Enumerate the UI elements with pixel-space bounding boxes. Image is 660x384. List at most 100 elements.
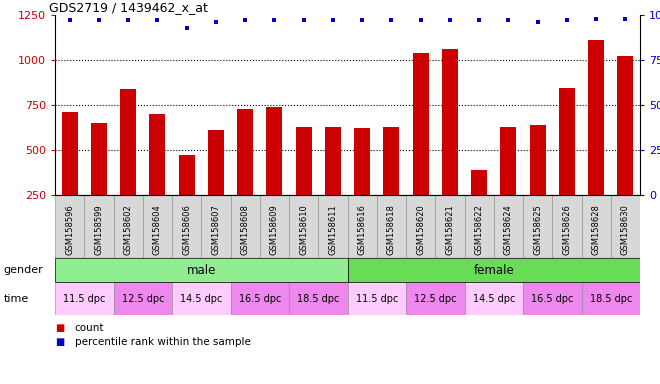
Bar bbox=[354, 128, 370, 195]
Bar bbox=[500, 127, 516, 195]
Bar bbox=[559, 88, 575, 195]
Bar bbox=[143, 195, 172, 258]
Point bbox=[269, 17, 280, 23]
Text: 14.5 dpc: 14.5 dpc bbox=[180, 293, 222, 303]
Text: GSM158596: GSM158596 bbox=[65, 204, 74, 255]
Point bbox=[327, 17, 338, 23]
Bar bbox=[208, 130, 224, 195]
Bar bbox=[55, 195, 84, 258]
Bar bbox=[289, 195, 318, 258]
Bar bbox=[61, 112, 78, 195]
Text: GSM158608: GSM158608 bbox=[241, 204, 249, 255]
Bar bbox=[406, 282, 465, 315]
Bar bbox=[172, 282, 230, 315]
Bar bbox=[348, 258, 640, 282]
Text: GSM158616: GSM158616 bbox=[358, 204, 366, 255]
Bar bbox=[84, 195, 114, 258]
Bar bbox=[523, 195, 552, 258]
Bar bbox=[529, 125, 546, 195]
Point bbox=[386, 17, 397, 23]
Point bbox=[474, 17, 484, 23]
Bar bbox=[172, 195, 201, 258]
Bar bbox=[412, 53, 428, 195]
Text: GSM158604: GSM158604 bbox=[153, 204, 162, 255]
Text: 14.5 dpc: 14.5 dpc bbox=[473, 293, 515, 303]
Bar bbox=[581, 282, 640, 315]
Bar bbox=[260, 195, 289, 258]
Bar bbox=[237, 109, 253, 195]
Point bbox=[503, 17, 513, 23]
Text: GSM158610: GSM158610 bbox=[299, 204, 308, 255]
Point bbox=[357, 17, 368, 23]
Text: 16.5 dpc: 16.5 dpc bbox=[238, 293, 281, 303]
Point bbox=[182, 25, 192, 31]
Bar bbox=[581, 195, 611, 258]
Text: 18.5 dpc: 18.5 dpc bbox=[297, 293, 339, 303]
Bar bbox=[149, 114, 166, 195]
Bar bbox=[465, 195, 494, 258]
Point bbox=[533, 19, 543, 25]
Text: 11.5 dpc: 11.5 dpc bbox=[356, 293, 398, 303]
Point bbox=[445, 17, 455, 23]
Text: female: female bbox=[473, 263, 514, 276]
Point bbox=[298, 17, 309, 23]
Text: 18.5 dpc: 18.5 dpc bbox=[589, 293, 632, 303]
Text: GSM158599: GSM158599 bbox=[94, 204, 104, 255]
Bar bbox=[442, 49, 458, 195]
Text: ■: ■ bbox=[55, 323, 64, 333]
Point bbox=[620, 15, 631, 22]
Text: GSM158606: GSM158606 bbox=[182, 204, 191, 255]
Point bbox=[123, 17, 133, 23]
Bar bbox=[523, 282, 581, 315]
Bar bbox=[55, 282, 114, 315]
Bar bbox=[201, 195, 230, 258]
Bar bbox=[267, 107, 282, 195]
Point bbox=[562, 17, 572, 23]
Bar bbox=[435, 195, 465, 258]
Text: 12.5 dpc: 12.5 dpc bbox=[121, 293, 164, 303]
Text: percentile rank within the sample: percentile rank within the sample bbox=[75, 337, 251, 347]
Bar bbox=[610, 195, 640, 258]
Bar bbox=[55, 258, 348, 282]
Point bbox=[211, 19, 221, 25]
Text: GSM158618: GSM158618 bbox=[387, 204, 396, 255]
Bar bbox=[406, 195, 435, 258]
Bar bbox=[179, 154, 195, 195]
Point bbox=[64, 17, 75, 23]
Text: count: count bbox=[75, 323, 104, 333]
Text: GSM158607: GSM158607 bbox=[211, 204, 220, 255]
Bar bbox=[318, 195, 348, 258]
Point bbox=[591, 15, 601, 22]
Text: GSM158630: GSM158630 bbox=[621, 204, 630, 255]
Bar bbox=[465, 282, 523, 315]
Point bbox=[415, 17, 426, 23]
Text: 12.5 dpc: 12.5 dpc bbox=[414, 293, 457, 303]
Bar bbox=[325, 127, 341, 195]
Bar bbox=[588, 40, 604, 195]
Bar bbox=[471, 170, 487, 195]
Bar bbox=[377, 195, 406, 258]
Bar bbox=[230, 282, 289, 315]
Point bbox=[94, 17, 104, 23]
Text: time: time bbox=[3, 293, 28, 303]
Text: GSM158602: GSM158602 bbox=[123, 204, 133, 255]
Bar bbox=[91, 123, 107, 195]
Text: male: male bbox=[187, 263, 216, 276]
Text: GSM158620: GSM158620 bbox=[416, 204, 425, 255]
Text: GSM158624: GSM158624 bbox=[504, 204, 513, 255]
Text: GSM158626: GSM158626 bbox=[562, 204, 572, 255]
Text: GDS2719 / 1439462_x_at: GDS2719 / 1439462_x_at bbox=[49, 1, 208, 14]
Bar bbox=[383, 127, 399, 195]
Bar bbox=[617, 56, 634, 195]
Point bbox=[240, 17, 250, 23]
Text: gender: gender bbox=[3, 265, 43, 275]
Text: GSM158622: GSM158622 bbox=[475, 204, 484, 255]
Bar bbox=[552, 195, 581, 258]
Text: GSM158611: GSM158611 bbox=[329, 204, 337, 255]
Text: ■: ■ bbox=[55, 337, 64, 347]
Bar bbox=[296, 127, 312, 195]
Bar bbox=[114, 282, 172, 315]
Text: GSM158628: GSM158628 bbox=[591, 204, 601, 255]
Text: GSM158609: GSM158609 bbox=[270, 204, 279, 255]
Point bbox=[152, 17, 162, 23]
